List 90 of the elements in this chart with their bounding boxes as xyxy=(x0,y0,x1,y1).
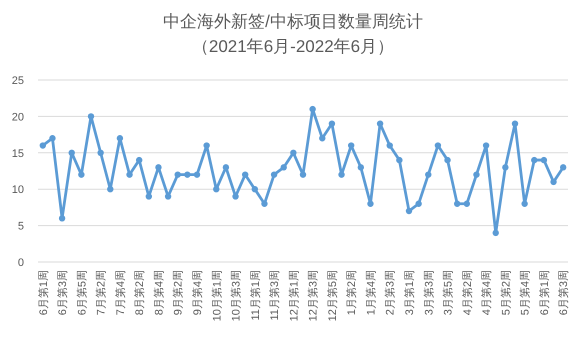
point xyxy=(49,135,56,142)
y-tick-label: 25 xyxy=(12,75,24,87)
x-tick-label: 9月第4周 xyxy=(192,270,204,316)
x-tick-label: 8月第4周 xyxy=(153,270,166,316)
point xyxy=(232,193,239,200)
x-tick-label: 6月第3周 xyxy=(558,270,570,316)
point xyxy=(155,164,162,171)
point xyxy=(482,142,490,149)
x-tick-label: 5月第2周 xyxy=(500,270,512,316)
point xyxy=(88,113,94,120)
point xyxy=(338,171,345,178)
point xyxy=(444,156,451,164)
x-tick-label: 9月第2周 xyxy=(172,270,185,316)
point xyxy=(396,156,403,164)
x-tick-label: 4月第2周 xyxy=(462,270,474,316)
point xyxy=(58,215,66,222)
point xyxy=(203,142,210,149)
point xyxy=(502,164,509,171)
point xyxy=(464,200,470,207)
point xyxy=(222,164,230,171)
point xyxy=(97,150,104,156)
x-tick-label: 11月第3周 xyxy=(269,270,282,321)
point xyxy=(512,120,518,127)
y-tick-label: 20 xyxy=(12,111,24,124)
point xyxy=(531,156,538,164)
y-tick-label: 0 xyxy=(18,257,24,269)
x-tick-label: 3月第1周 xyxy=(404,270,416,316)
point xyxy=(252,186,258,192)
point xyxy=(540,156,548,164)
x-tick-label: 6月第3周 xyxy=(57,270,70,316)
point xyxy=(376,120,384,127)
x-tick-label: 7月第4周 xyxy=(114,270,127,316)
point xyxy=(213,186,220,192)
point xyxy=(290,150,297,156)
point xyxy=(492,230,499,236)
point xyxy=(425,171,432,178)
point xyxy=(560,164,566,171)
point xyxy=(107,186,114,192)
point xyxy=(367,200,374,207)
point xyxy=(406,208,412,214)
point xyxy=(454,200,460,207)
x-tick-label: 12月第5周 xyxy=(326,270,339,322)
point xyxy=(261,200,268,207)
point xyxy=(386,142,393,149)
point xyxy=(300,171,306,178)
x-tick-label: 5月第4周 xyxy=(520,270,532,316)
point xyxy=(309,106,316,112)
point xyxy=(116,135,124,142)
x-tick-label: 4月第4周 xyxy=(481,270,494,316)
x-tick-label: 12月第3周 xyxy=(308,270,320,322)
point xyxy=(194,171,200,178)
y-tick-label: 15 xyxy=(12,148,24,160)
point xyxy=(280,164,287,171)
point xyxy=(415,200,422,207)
x-tick-label: 8月第2周 xyxy=(134,270,146,316)
x-tick-label: 3月第5周 xyxy=(442,270,455,316)
chart-subtitle: （2021年6月-2022年6月） xyxy=(192,37,394,56)
y-tick-label: 5 xyxy=(18,220,24,233)
x-tick-label: 10月第1周 xyxy=(211,270,224,322)
point xyxy=(242,171,248,178)
point xyxy=(174,171,181,178)
chart-title: 中企海外新签/中标项目数量周统计 xyxy=(163,12,423,31)
x-tick-label: 1月第2周 xyxy=(346,270,358,316)
point xyxy=(136,156,142,164)
point xyxy=(521,200,528,207)
point xyxy=(68,150,75,156)
point xyxy=(473,171,480,178)
x-tick-label: 10月第3周 xyxy=(230,270,243,322)
point xyxy=(40,142,46,149)
point xyxy=(270,171,278,178)
point xyxy=(328,120,336,127)
x-tick-label: 2月第3周 xyxy=(384,270,397,316)
point xyxy=(184,171,191,178)
point xyxy=(434,142,442,149)
point xyxy=(550,178,557,186)
point xyxy=(126,171,133,178)
point xyxy=(146,193,152,200)
point xyxy=(348,142,354,149)
x-tick-label: 6月第1周 xyxy=(538,270,551,316)
x-tick-label: 1月第4周 xyxy=(365,270,378,316)
x-tick-label: 11月第1周 xyxy=(250,270,262,321)
point xyxy=(78,171,85,178)
x-tick-label: 6月第5周 xyxy=(76,270,88,316)
x-tick-label: 6月第1周 xyxy=(38,270,50,316)
y-tick-label: 10 xyxy=(12,184,24,196)
point xyxy=(164,193,172,200)
point xyxy=(358,164,364,171)
x-tick-label: 7月第2周 xyxy=(96,270,108,316)
x-tick-label: 3月第3周 xyxy=(423,270,436,316)
x-tick-label: 12月第1周 xyxy=(288,270,300,322)
